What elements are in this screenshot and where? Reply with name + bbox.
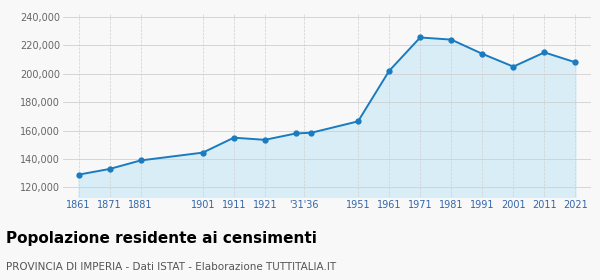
Text: Popolazione residente ai censimenti: Popolazione residente ai censimenti: [6, 231, 317, 246]
Text: PROVINCIA DI IMPERIA - Dati ISTAT - Elaborazione TUTTITALIA.IT: PROVINCIA DI IMPERIA - Dati ISTAT - Elab…: [6, 262, 336, 272]
